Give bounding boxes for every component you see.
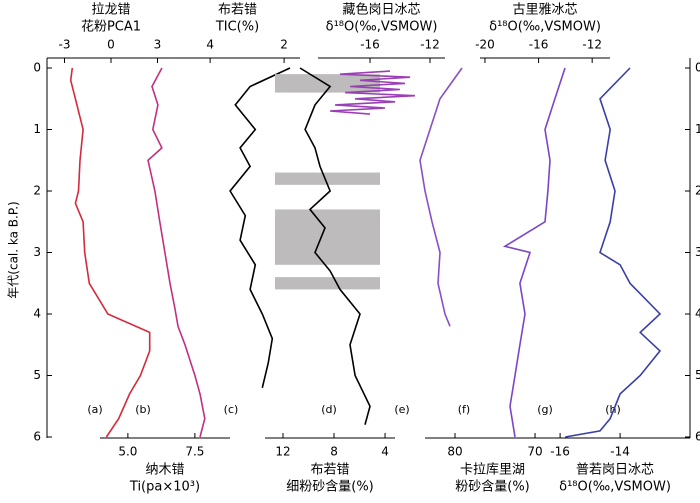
x-tick-label: 4 bbox=[381, 445, 389, 459]
panel-label: (b) bbox=[135, 403, 151, 416]
proxy-line bbox=[69, 67, 151, 438]
axis-label: 花粉PCA1 bbox=[81, 19, 141, 35]
y2-tick-label: 6 bbox=[695, 430, 700, 444]
x-tick-label: 8 bbox=[330, 445, 338, 459]
x-tick-label: 3 bbox=[154, 38, 162, 52]
y-tick-label: 1 bbox=[33, 122, 41, 136]
x-tick-label: -16 bbox=[360, 38, 380, 52]
y-tick-label: 2 bbox=[33, 184, 41, 198]
x-tick-label: 80 bbox=[447, 445, 462, 459]
y2-tick-label: 3 bbox=[695, 245, 700, 259]
x-tick-label: -3 bbox=[59, 38, 71, 52]
x-tick-label: -14 bbox=[610, 445, 630, 459]
y-tick-label: 6 bbox=[33, 430, 41, 444]
x-tick-label: 12 bbox=[275, 445, 290, 459]
axis-title: 拉龙错 bbox=[91, 3, 130, 18]
axis-title: 布若错 bbox=[310, 462, 349, 478]
panel-label: (c) bbox=[224, 403, 239, 416]
y-tick-label: 4 bbox=[33, 307, 41, 321]
axis-title: 纳木错 bbox=[145, 463, 184, 478]
axis-label: 粉砂含量(%) bbox=[455, 479, 530, 495]
y2-tick-label: 1 bbox=[695, 122, 700, 136]
panel-label: (f) bbox=[458, 403, 470, 416]
axis-label: TIC(%) bbox=[215, 20, 259, 35]
proxy-line bbox=[502, 67, 566, 438]
axis-label: Ti(pa×10³) bbox=[129, 480, 200, 495]
axis-title: 古里雅冰芯 bbox=[512, 3, 577, 18]
shaded-band bbox=[275, 209, 380, 265]
panel-label: (d) bbox=[321, 403, 337, 416]
y-axis-label: 年代(cal. ka B.P.) bbox=[7, 201, 21, 298]
x-tick-label: 0 bbox=[107, 38, 115, 52]
x-tick-label: -20 bbox=[475, 38, 495, 52]
x-tick-label: 5.0 bbox=[118, 445, 137, 459]
axis-label: δ¹⁸O(‰,VSMOW) bbox=[559, 480, 671, 495]
panel-label: (g) bbox=[537, 403, 553, 416]
y-tick-label: 0 bbox=[33, 61, 41, 75]
x-tick-label: -16 bbox=[550, 445, 570, 459]
proxy-line bbox=[419, 67, 463, 327]
shaded-band bbox=[275, 74, 380, 93]
shaded-band bbox=[275, 277, 380, 290]
shaded-band bbox=[275, 172, 380, 185]
proxy-line bbox=[147, 67, 206, 438]
axis-title: 卡拉库里湖 bbox=[460, 462, 525, 478]
y-tick-label: 3 bbox=[33, 245, 41, 259]
y2-tick-label: 5 bbox=[695, 368, 700, 382]
axis-title: 藏色岗日冰芯 bbox=[342, 2, 420, 18]
proxy-line bbox=[329, 70, 416, 115]
x-tick-label: -16 bbox=[529, 38, 549, 52]
axis-title: 普若岗日冰芯 bbox=[576, 462, 654, 478]
panel-label: (a) bbox=[87, 403, 102, 416]
proxy-line bbox=[229, 67, 291, 388]
y2-tick-label: 0 bbox=[695, 61, 700, 75]
x-tick-label: 7.5 bbox=[185, 445, 204, 459]
proxy-line bbox=[565, 67, 662, 438]
y-tick-label: 5 bbox=[33, 368, 41, 382]
axis-label: δ¹⁸O(‰,VSMOW) bbox=[326, 20, 438, 35]
panel-label: (e) bbox=[394, 403, 409, 416]
x-tick-label: 2 bbox=[280, 38, 288, 52]
x-tick-label: 70 bbox=[527, 445, 542, 459]
axis-title: 布若错 bbox=[218, 2, 257, 18]
x-tick-label: -12 bbox=[420, 38, 440, 52]
x-tick-label: 4 bbox=[206, 38, 214, 52]
proxy-line bbox=[299, 67, 371, 425]
y2-tick-label: 2 bbox=[695, 184, 700, 198]
axis-label: 细粉砂含量(%) bbox=[286, 479, 374, 495]
axis-label: δ¹⁸O(‰,VSMOW) bbox=[489, 20, 601, 35]
y2-tick-label: 4 bbox=[695, 307, 700, 321]
x-tick-label: -12 bbox=[582, 38, 602, 52]
